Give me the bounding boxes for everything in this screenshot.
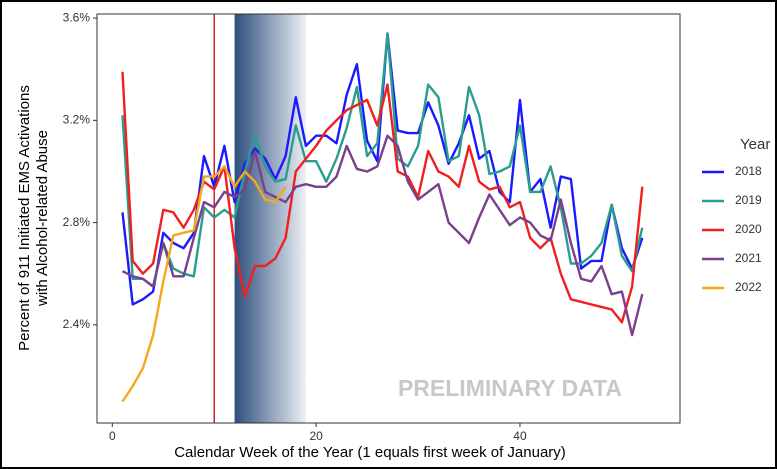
y-tick-label: 3.6% [63, 10, 91, 24]
shaded-period [234, 14, 306, 423]
series-line [121, 134, 644, 337]
plot-border [96, 13, 681, 424]
series-line [121, 32, 644, 306]
legend-label: 2022 [735, 280, 762, 294]
x-tick-label: 20 [309, 429, 323, 443]
y-axis-title: Percent of 911 Initiated EMS Activations [16, 85, 33, 351]
series-line [121, 165, 287, 403]
legend-title: Year [740, 136, 770, 153]
x-tick-label: 40 [513, 429, 527, 443]
series-line [121, 32, 644, 288]
y-tick-label: 2.8% [63, 215, 91, 229]
y-axis-title: with Alcohol-related Abuse [34, 130, 51, 307]
series-line [121, 71, 644, 324]
legend-label: 2019 [735, 193, 762, 207]
x-axis-title: Calendar Week of the Year (1 equals firs… [174, 444, 566, 461]
legend-label: 2018 [735, 164, 762, 178]
legend-label: 2021 [735, 251, 762, 265]
annotation: PRELIMINARY DATA [398, 375, 622, 401]
legend-label: 2020 [735, 222, 762, 236]
y-tick-label: 3.2% [63, 113, 91, 127]
y-tick-label: 2.4% [63, 317, 91, 331]
x-tick-label: 0 [109, 429, 116, 443]
